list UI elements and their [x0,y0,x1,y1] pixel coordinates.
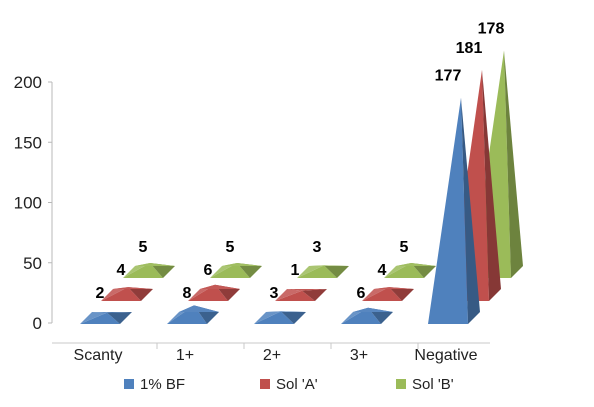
bar-face-side [504,50,523,279]
data-label: 3 [313,239,322,256]
data-label: 3 [270,285,279,302]
bars-layer [80,50,523,324]
bar-face-left [123,262,150,278]
bar-face-front [275,290,315,301]
bar-face-back [135,262,175,266]
bar-face-front [101,287,141,301]
bar-face-back [92,312,132,313]
legend-label: 1% BF [140,376,185,393]
bar-face-left [254,311,281,324]
bar-3-1 [123,262,175,278]
bar-face-front [428,97,468,324]
bar-face-front [210,262,250,278]
bar-face-front [297,265,337,278]
bar-face-side [461,97,480,324]
legend: 1% BF Sol 'A' Sol 'B' [124,376,454,393]
bar-1-2 [167,305,219,324]
bar-1-5 [428,97,480,324]
bar-1-1 [80,312,132,324]
legend-label: Sol 'A' [276,376,318,393]
category-label: 1+ [176,347,194,364]
data-label: 1 [291,262,300,279]
bar-face-back [353,307,393,312]
data-label: 6 [357,285,366,302]
bar-face-back [266,311,306,312]
bar-face-side [389,287,414,301]
axis-layer: 0 50 100 150 200 Scanty 1+ 2+ 3+ Negative [14,73,490,364]
bar-face-side [107,312,132,324]
bar-face-side [281,311,306,324]
bar-face-back [374,287,414,289]
bar-1-3 [254,311,306,324]
data-label: 178 [478,21,505,38]
legend-swatch [124,379,134,389]
data-label: 5 [139,239,148,256]
bar-face-back [200,284,240,289]
bar-2-2 [188,284,240,301]
bar-face-back [179,305,219,312]
bar-face-side [411,262,436,278]
bar-face-back [309,265,349,266]
category-label: Scanty [74,347,123,364]
data-label: 8 [183,285,192,302]
bar-face-side [324,265,349,278]
bar-face-front [362,287,402,301]
data-label: 181 [456,40,483,57]
bar-face-front [80,312,120,324]
y-tick-label: 200 [14,73,42,92]
bar-face-front [254,311,294,324]
y-tick-label: 150 [14,133,42,152]
bar-face-left [210,262,237,278]
bar-face-left [101,287,128,301]
bar-face-front [123,262,163,278]
data-label: 177 [435,68,462,85]
bar-face-side [482,69,501,302]
bar-1-4 [341,307,393,324]
category-label: 3+ [350,347,368,364]
bar-face-back [113,287,153,289]
data-label: 6 [204,262,213,279]
legend-swatch [396,379,406,389]
bar-face-left [384,262,411,278]
y-tick-label: 50 [23,254,42,273]
bar-face-back [222,262,262,266]
legend-swatch [260,379,270,389]
bar-2-1 [101,287,153,301]
bar-face-side [237,262,262,278]
bar-face-side [128,287,153,301]
bar-3-3 [297,265,349,278]
category-label: 2+ [263,347,281,364]
bar-2-3 [275,289,327,301]
bar-face-side [150,262,175,278]
data-label: 5 [400,239,409,256]
data-label: 4 [378,262,387,279]
bar-face-left [297,265,324,278]
bar-2-4 [362,287,414,301]
legend-label: Sol 'B' [412,376,454,393]
bar-face-back [287,289,327,291]
bar-face-front [384,262,424,278]
bar-face-left [362,287,389,301]
bar-face-left [275,289,302,301]
bar-face-side [302,289,327,301]
y-tick-label: 0 [33,314,42,333]
category-label: Negative [414,347,477,364]
data-label: 4 [117,262,126,279]
bar-face-left [80,312,107,324]
bar-face-back [396,262,436,266]
bar-3-4 [384,262,436,278]
data-label: 2 [96,285,105,302]
y-tick-label: 100 [14,194,42,213]
data-label: 5 [226,239,235,256]
bar-3-2 [210,262,262,278]
